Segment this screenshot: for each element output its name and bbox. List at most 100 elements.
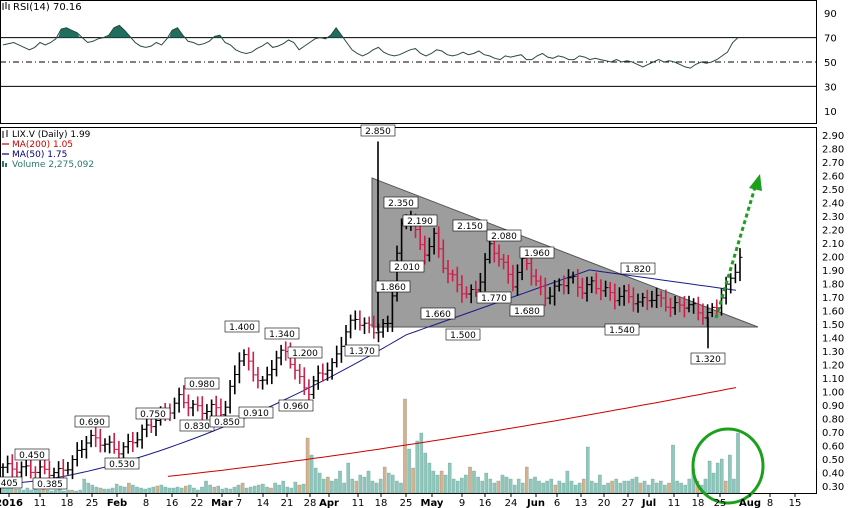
volume-bar: [667, 482, 671, 494]
price-tick-label: 0.60: [822, 442, 844, 453]
price-callout: 2.150: [452, 219, 488, 232]
volume-bar: [317, 472, 322, 494]
volume-bar: [529, 478, 533, 494]
volume-bar: [736, 432, 740, 494]
volume-bar: [594, 482, 598, 494]
volume-bar: [240, 482, 245, 494]
volume-bar: [715, 462, 720, 494]
volume-bar: [277, 484, 281, 494]
volume-bar: [590, 480, 594, 494]
price-callout-label: 1.400: [229, 323, 255, 333]
volume-bar: [573, 484, 578, 494]
rsi-tick-label: 90: [824, 9, 837, 20]
price-callout: 1.500: [445, 328, 481, 341]
price-callout: 0.405: [0, 476, 23, 489]
volume-bar: [480, 480, 484, 494]
price-callout: 1.960: [519, 246, 555, 259]
price-callout: 1.320: [690, 352, 726, 365]
volume-bar: [49, 490, 54, 494]
date-tick-label: 20: [598, 498, 611, 508]
price-tick-label: 2.10: [822, 239, 844, 250]
date-tick-label: 11: [352, 498, 365, 508]
volume-bar: [236, 484, 241, 494]
price-tick-label: 2.50: [822, 185, 844, 196]
volume-bar: [525, 466, 529, 494]
volume-bar: [17, 488, 21, 494]
volume-bar: [460, 477, 464, 494]
volume-bar: [346, 462, 350, 494]
volume-bar: [326, 476, 330, 494]
volume-bar: [322, 478, 326, 494]
price-callout: 0.980: [184, 377, 220, 390]
volume-bar: [557, 480, 562, 494]
volume-bar: [728, 454, 732, 494]
volume-bar: [655, 482, 659, 494]
rsi-legend: RSI(14) 70.16: [2, 2, 82, 13]
price-callout: 0.530: [104, 457, 140, 470]
price-callout: 1.660: [420, 307, 456, 320]
volume-bar: [687, 478, 692, 494]
volume-bar: [175, 486, 180, 494]
volume-bar: [374, 482, 379, 494]
volume-bar: [553, 484, 558, 494]
price-callout-label: 1.500: [450, 331, 476, 341]
price-callout-label: 1.960: [524, 249, 550, 259]
volume-bar: [200, 486, 204, 494]
rsi-tick-label: 50: [824, 58, 837, 69]
price-callout-label: 2.010: [394, 263, 420, 273]
volume-bar: [468, 466, 472, 494]
date-tick-label: 14: [257, 498, 270, 508]
volume-bar: [204, 480, 208, 494]
date-tick-label: 18: [375, 498, 388, 508]
volume-bar: [642, 480, 647, 494]
price-panel: 0.405 0.450 0.385 0.690 0.530 0.750 0.830 0.980…: [0, 124, 844, 505]
volume-bar: [362, 476, 367, 494]
breakout-arrow: [714, 174, 762, 319]
date-tick-label: 27: [622, 498, 635, 508]
volume-bar: [659, 480, 663, 494]
date-tick-label: 25: [714, 498, 727, 508]
date-tick-label: 18: [61, 498, 74, 508]
volume-bar: [366, 470, 371, 494]
price-callout: 1.400: [224, 320, 260, 333]
volume-bar: [338, 470, 342, 494]
volume-bar: [342, 482, 346, 494]
volume-bar: [54, 489, 58, 494]
rsi-tick-label: 30: [824, 82, 837, 93]
volume-bar: [167, 487, 172, 494]
volume-bar: [569, 480, 574, 494]
volume-bar: [403, 398, 407, 494]
date-tick-label: May: [421, 498, 444, 508]
volume-bar: [679, 482, 683, 494]
price-tick-label: 1.00: [822, 388, 844, 399]
price-callout: 0.830: [179, 419, 215, 432]
price-tick-label: 0.40: [822, 469, 844, 480]
volume-bar: [407, 448, 411, 494]
date-tick-label: 9: [459, 498, 465, 508]
price-tick-label: 0.70: [822, 428, 844, 439]
volume-bar: [586, 446, 590, 494]
price-callout-label: 1.680: [514, 307, 540, 317]
volume-bar: [106, 488, 111, 494]
volume-bar: [508, 478, 513, 494]
date-tick-label: 6: [554, 498, 560, 508]
volume-bar: [561, 482, 566, 494]
price-callout-label: 2.080: [491, 232, 517, 242]
volume-bar: [102, 488, 107, 494]
date-tick-label: 11: [34, 498, 47, 508]
price-callout: 1.770: [476, 291, 512, 304]
rsi-gridlines: [0, 37, 816, 87]
volume-bar: [415, 440, 419, 494]
volume-bar: [305, 437, 310, 494]
price-callout-label: 0.405: [0, 479, 18, 489]
volume-bar: [476, 476, 480, 494]
volume-bar: [541, 482, 545, 494]
price-callout-label: 1.370: [349, 347, 375, 357]
volume-bar: [606, 482, 610, 494]
volume-bar: [504, 476, 509, 494]
price-callout-label: 2.850: [365, 127, 391, 137]
price-callout-label: 0.830: [184, 422, 210, 432]
volume-bar: [257, 484, 261, 494]
volume-bar: [370, 480, 375, 494]
price-callout: 2.080: [486, 229, 522, 242]
